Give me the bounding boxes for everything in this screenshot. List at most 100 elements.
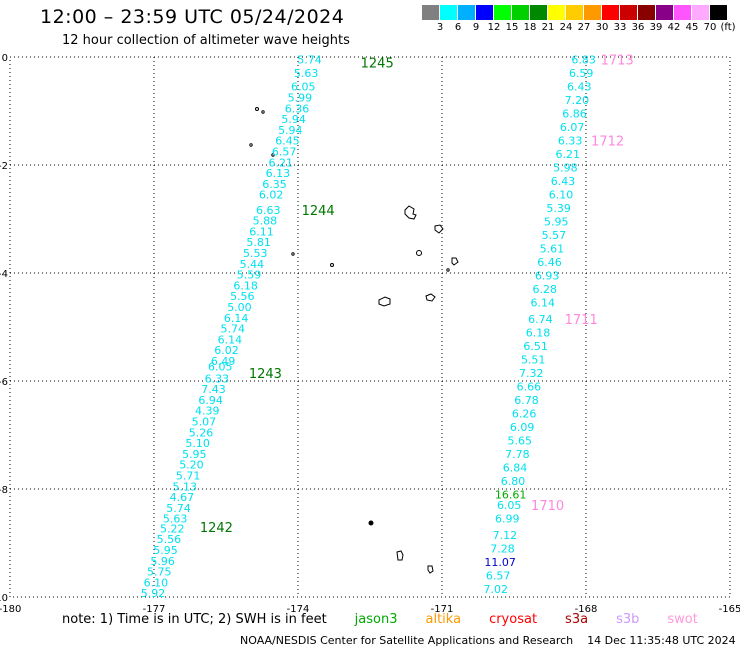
legend-swatch — [674, 5, 691, 20]
note-text: note: 1) Time is in UTC; 2) SWH is in fe… — [62, 612, 327, 627]
wave-height-value: 6.09 — [510, 421, 535, 434]
island — [249, 143, 253, 147]
wave-height-value: 6.46 — [537, 256, 562, 269]
wave-height-value: 5.71 — [176, 470, 201, 483]
legend-label: 3 — [436, 22, 444, 33]
wave-height-value: 6.18 — [233, 279, 258, 292]
wave-height-value: 6.05 — [208, 360, 233, 373]
map-subtitle: 12 hour collection of altimeter wave hei… — [62, 33, 350, 48]
wave-height-value: 6.33 — [205, 372, 230, 385]
wave-height-value: 5.74 — [166, 502, 191, 515]
legend-swatch — [656, 5, 673, 20]
wave-height-value: 5.94 — [281, 113, 306, 126]
lon-tick-label: -177 — [143, 604, 166, 615]
wave-height-value: 6.05 — [497, 499, 522, 512]
lon-tick-label: -168 — [575, 604, 598, 615]
wave-height-value: 6.21 — [268, 156, 293, 169]
wave-height-value: 6.66 — [517, 380, 542, 393]
legend-label: 21 — [541, 22, 555, 33]
legend-swatch — [638, 5, 655, 20]
wave-height-value: 6.86 — [562, 108, 587, 121]
pass-time-label: 1711 — [565, 313, 598, 328]
wave-height-value: 6.18 — [526, 326, 551, 339]
wave-height-value: 7.28 — [490, 542, 515, 555]
wave-height-value: 6.83 — [571, 54, 596, 67]
wave-height-value: 6.80 — [501, 475, 526, 488]
wave-height-value: 5.57 — [542, 229, 567, 242]
wave-height-value: 5.26 — [189, 426, 214, 439]
island — [396, 550, 404, 561]
legend-swatch — [440, 5, 457, 20]
island — [330, 263, 334, 267]
wave-height-value: 6.63 — [256, 204, 281, 217]
wave-height-value: 5.10 — [185, 437, 210, 450]
wave-height-value: 6.28 — [532, 283, 557, 296]
wave-height-value: 6.26 — [512, 407, 537, 420]
legend-swatch — [494, 5, 511, 20]
wave-height-value: 6.99 — [495, 513, 520, 526]
wave-height-value: 6.33 — [558, 135, 583, 148]
pass-time-label: 1243 — [249, 367, 282, 382]
wave-height-value: 5.61 — [540, 243, 565, 256]
lat-tick-label: -6 — [0, 377, 8, 388]
wave-height-value: 6.21 — [556, 148, 581, 161]
satellite-name: swot — [667, 612, 698, 627]
wave-height-value: 5.56 — [157, 533, 182, 546]
wave-height-value: 7.20 — [565, 94, 590, 107]
legend-swatch — [548, 5, 565, 20]
pass-time-label: 1713 — [601, 54, 634, 69]
satellite-name: s3b — [616, 612, 640, 627]
legend-label: 30 — [595, 22, 609, 33]
wave-height-value: 6.35 — [262, 178, 287, 191]
wave-height-value: 6.43 — [567, 81, 592, 94]
legend-swatch — [566, 5, 583, 20]
satellite-name: cryosat — [489, 612, 538, 627]
wave-height-value: 6.10 — [144, 576, 169, 589]
wave-height-value: 7.32 — [519, 367, 544, 380]
wave-height-value: 5.20 — [179, 459, 204, 472]
wave-height-value: 5.92 — [141, 587, 166, 600]
pass-time-label: 1710 — [531, 499, 564, 514]
lat-tick-label: -10 — [0, 593, 8, 604]
island — [271, 153, 275, 157]
wave-height-value: 5.74 — [297, 54, 322, 67]
legend-label: 45 — [685, 22, 699, 33]
wave-height-value: 4.39 — [195, 405, 220, 418]
wave-height-value: 5.22 — [160, 522, 185, 535]
wave-height-value: 5.75 — [147, 566, 172, 579]
legend-label: 15 — [505, 22, 519, 33]
wave-height-value: 6.02 — [214, 344, 239, 357]
wave-height-value: 7.43 — [201, 383, 226, 396]
lon-tick-label: -174 — [287, 604, 310, 615]
legend-label: 42 — [667, 22, 681, 33]
island — [434, 224, 444, 234]
satellite-legend: jason3 altika cryosat s3a s3b swot — [327, 612, 698, 627]
wave-height-value: 5.94 — [278, 124, 303, 137]
axis-ticks: 0 -2 -4 -6 -8 -10-180 -177 -174 -171 -168 -165 — [0, 53, 740, 615]
lat-tick-label: -8 — [0, 485, 8, 496]
wave-height-value: 6.05 — [291, 81, 316, 94]
island — [416, 250, 422, 256]
legend-swatch — [710, 5, 727, 20]
wave-height-value: 5.59 — [237, 269, 262, 282]
wave-height-value: 5.81 — [246, 236, 271, 249]
wave-height-value: 5.56 — [230, 290, 255, 303]
satellite-name: altika — [425, 612, 462, 627]
wave-height-value: 6.02 — [259, 189, 284, 202]
wave-height-value: 6.57 — [272, 146, 297, 159]
wave-height-value: 6.51 — [523, 340, 548, 353]
footer-note: note: 1) Time is in UTC; 2) SWH is in fe… — [62, 612, 698, 627]
pass-time-label: 1244 — [302, 204, 335, 219]
legend-swatch — [512, 5, 529, 20]
wave-height-value: 5.39 — [546, 202, 571, 215]
wave-height-value: 6.43 — [551, 175, 576, 188]
wave-height-value: 6.14 — [531, 297, 556, 310]
wave-height-value: 6.36 — [285, 102, 310, 115]
legend-label: 39 — [649, 22, 663, 33]
lon-tick-label: -165 — [719, 604, 740, 615]
wave-height-value: 5.07 — [192, 416, 217, 429]
wave-height-value: 16.61 — [495, 488, 527, 501]
wave-height-value: 5.95 — [182, 448, 207, 461]
wave-height-value: 5.95 — [153, 544, 178, 557]
